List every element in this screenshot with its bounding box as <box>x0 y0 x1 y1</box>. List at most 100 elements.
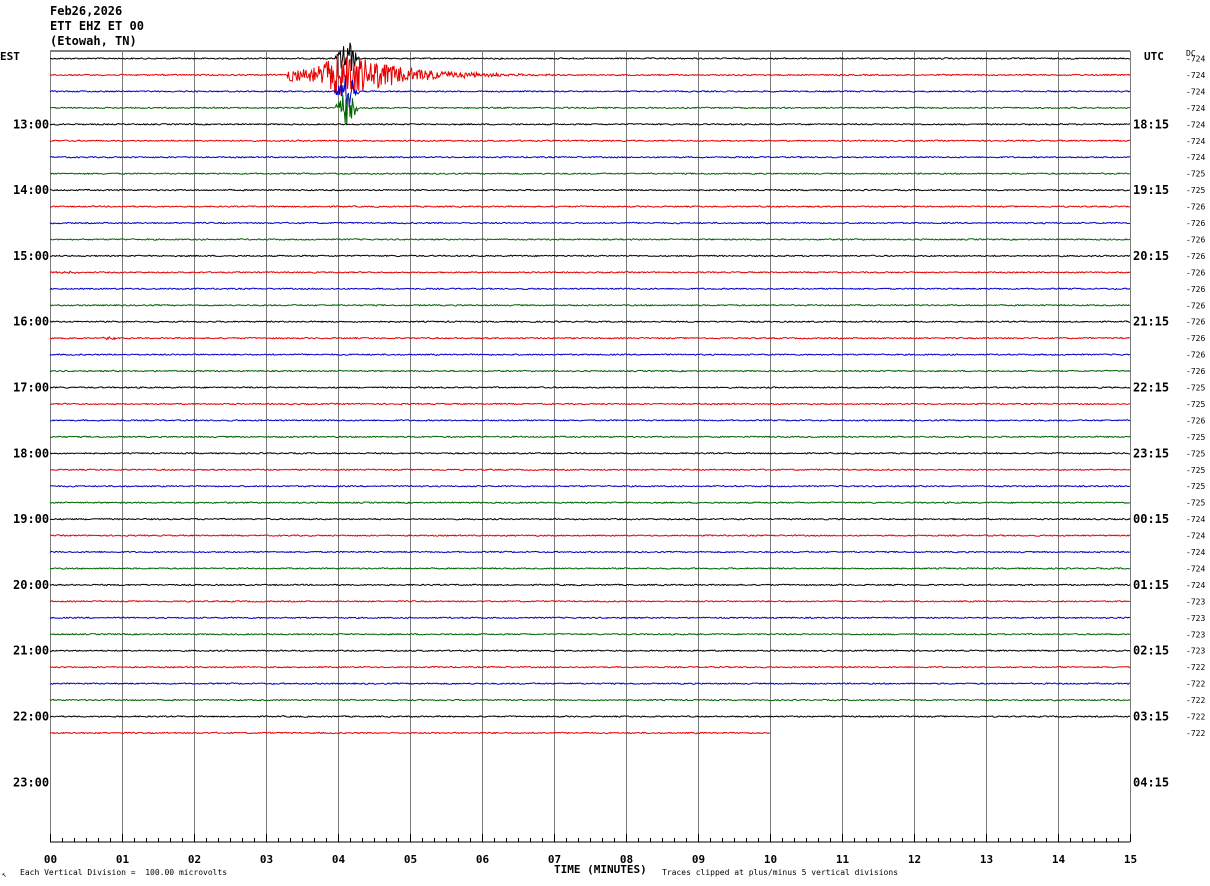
seismic-trace <box>49 76 1131 108</box>
seismic-trace <box>49 600 1130 603</box>
right-hour-label: 03:15 <box>1133 710 1169 724</box>
dc-offset-label: -725 <box>1186 170 1205 179</box>
dc-offset-label: -726 <box>1186 203 1205 212</box>
right-hour-label: 04:15 <box>1133 775 1169 789</box>
x-tick-label: 10 <box>764 853 777 866</box>
seismic-trace <box>49 451 1131 455</box>
left-hour-label: 17:00 <box>13 381 49 395</box>
seismic-trace <box>49 682 1131 685</box>
seismic-trace <box>49 93 1131 126</box>
dc-offset-label: -722 <box>1186 729 1205 738</box>
dc-offset-label: -725 <box>1186 400 1205 409</box>
dc-offset-label: -724 <box>1186 532 1205 541</box>
dc-offset-label: -723 <box>1186 597 1205 606</box>
seismic-trace <box>49 517 1131 521</box>
seismic-trace <box>49 254 1131 258</box>
seismic-trace <box>49 698 1131 702</box>
dc-offset-label: -724 <box>1186 564 1205 573</box>
seismic-trace <box>49 369 1131 373</box>
seismic-trace <box>49 320 1130 324</box>
seismic-trace <box>49 402 1131 406</box>
x-tick-label: 06 <box>476 853 490 866</box>
seismic-trace <box>49 335 1131 341</box>
dc-offset-label: -725 <box>1186 433 1205 442</box>
right-hour-label: 20:15 <box>1133 249 1169 263</box>
seismic-trace <box>49 484 1130 488</box>
left-hour-label: 18:00 <box>13 446 49 460</box>
vertical-division-scale-note: Each Vertical Division = 100.00 microvol… <box>20 868 228 877</box>
right-hour-label: 22:15 <box>1133 381 1169 395</box>
seismic-trace <box>49 435 1131 439</box>
left-hour-label: 14:00 <box>13 183 49 197</box>
seismic-trace <box>49 501 1131 504</box>
seismic-trace <box>49 221 1131 225</box>
dc-offset-label: -725 <box>1186 449 1205 458</box>
x-tick-label: 09 <box>692 853 705 866</box>
dc-offset-label: -724 <box>1186 137 1205 146</box>
seismic-trace <box>49 55 1131 97</box>
dc-offset-label: -725 <box>1186 384 1205 393</box>
seismic-trace <box>49 353 1130 356</box>
seismic-trace <box>49 386 1131 389</box>
dc-offset-label: -722 <box>1186 713 1205 722</box>
dc-offset-label: -726 <box>1186 416 1205 425</box>
header-station: ETT EHZ ET 00 <box>50 19 144 33</box>
seismic-trace <box>49 42 1131 71</box>
right-hour-label: 02:15 <box>1133 644 1169 658</box>
left-hour-label: 13:00 <box>13 117 49 131</box>
dc-offset-label: -726 <box>1186 301 1205 310</box>
dc-offset-label: -726 <box>1186 285 1205 294</box>
left-hour-label: 22:00 <box>13 710 49 724</box>
dc-offset-label: -722 <box>1186 680 1205 689</box>
dc-offset-label: -722 <box>1186 696 1205 705</box>
x-tick-label: 12 <box>908 853 921 866</box>
right-hour-label: 19:15 <box>1133 183 1169 197</box>
dc-label: DC <box>1186 49 1196 58</box>
seismic-trace <box>49 419 1131 422</box>
dc-offset-label: -724 <box>1186 515 1205 524</box>
dc-offset-label: -724 <box>1186 581 1205 590</box>
seismic-trace <box>49 155 1131 159</box>
dc-offset-label: -726 <box>1186 318 1205 327</box>
dc-offset-label: -724 <box>1186 55 1205 64</box>
seismic-trace <box>49 270 1131 275</box>
x-tick-label: 02 <box>188 853 201 866</box>
seismic-trace <box>49 238 1131 241</box>
left-hour-label: 21:00 <box>13 644 49 658</box>
left-hour-label: 16:00 <box>13 315 49 329</box>
seismic-trace <box>50 649 1131 653</box>
seismic-trace <box>49 205 1130 208</box>
x-tick-label: 01 <box>116 853 130 866</box>
dc-offset-label: -725 <box>1186 499 1205 508</box>
right-timezone-label: UTC <box>1144 50 1164 63</box>
dc-offset-label: -725 <box>1186 186 1205 195</box>
dc-offset-label: -724 <box>1186 71 1205 80</box>
x-tick-label: 05 <box>404 853 417 866</box>
left-timezone-label: EST <box>0 50 20 63</box>
left-hour-label: 23:00 <box>13 775 49 789</box>
right-hour-label: 18:15 <box>1133 117 1169 131</box>
dc-offset-label: -726 <box>1186 367 1205 376</box>
header-location: (Etowah, TN) <box>50 34 137 48</box>
seismic-trace <box>49 583 1131 587</box>
x-tick-label: 04 <box>332 853 346 866</box>
right-hour-label: 01:15 <box>1133 578 1169 592</box>
seismic-trace <box>49 468 1131 472</box>
dc-offset-label: -726 <box>1186 252 1205 261</box>
x-tick-label: 13 <box>980 853 993 866</box>
seismic-trace <box>50 303 1131 307</box>
footer-corner-mark: ↖ <box>2 870 7 879</box>
left-hour-label: 20:00 <box>13 578 49 592</box>
left-hour-label: 15:00 <box>13 249 49 263</box>
dc-offset-label: -722 <box>1186 663 1205 672</box>
seismic-trace <box>49 632 1131 636</box>
seismic-trace <box>49 665 1131 669</box>
dc-offset-label: -726 <box>1186 351 1205 360</box>
right-hour-label: 00:15 <box>1133 512 1169 526</box>
seismic-trace <box>49 731 771 735</box>
dc-offset-label: -726 <box>1186 334 1205 343</box>
dc-offset-label: -726 <box>1186 235 1205 244</box>
right-hour-label: 21:15 <box>1133 315 1169 329</box>
seismic-trace <box>49 715 1131 718</box>
